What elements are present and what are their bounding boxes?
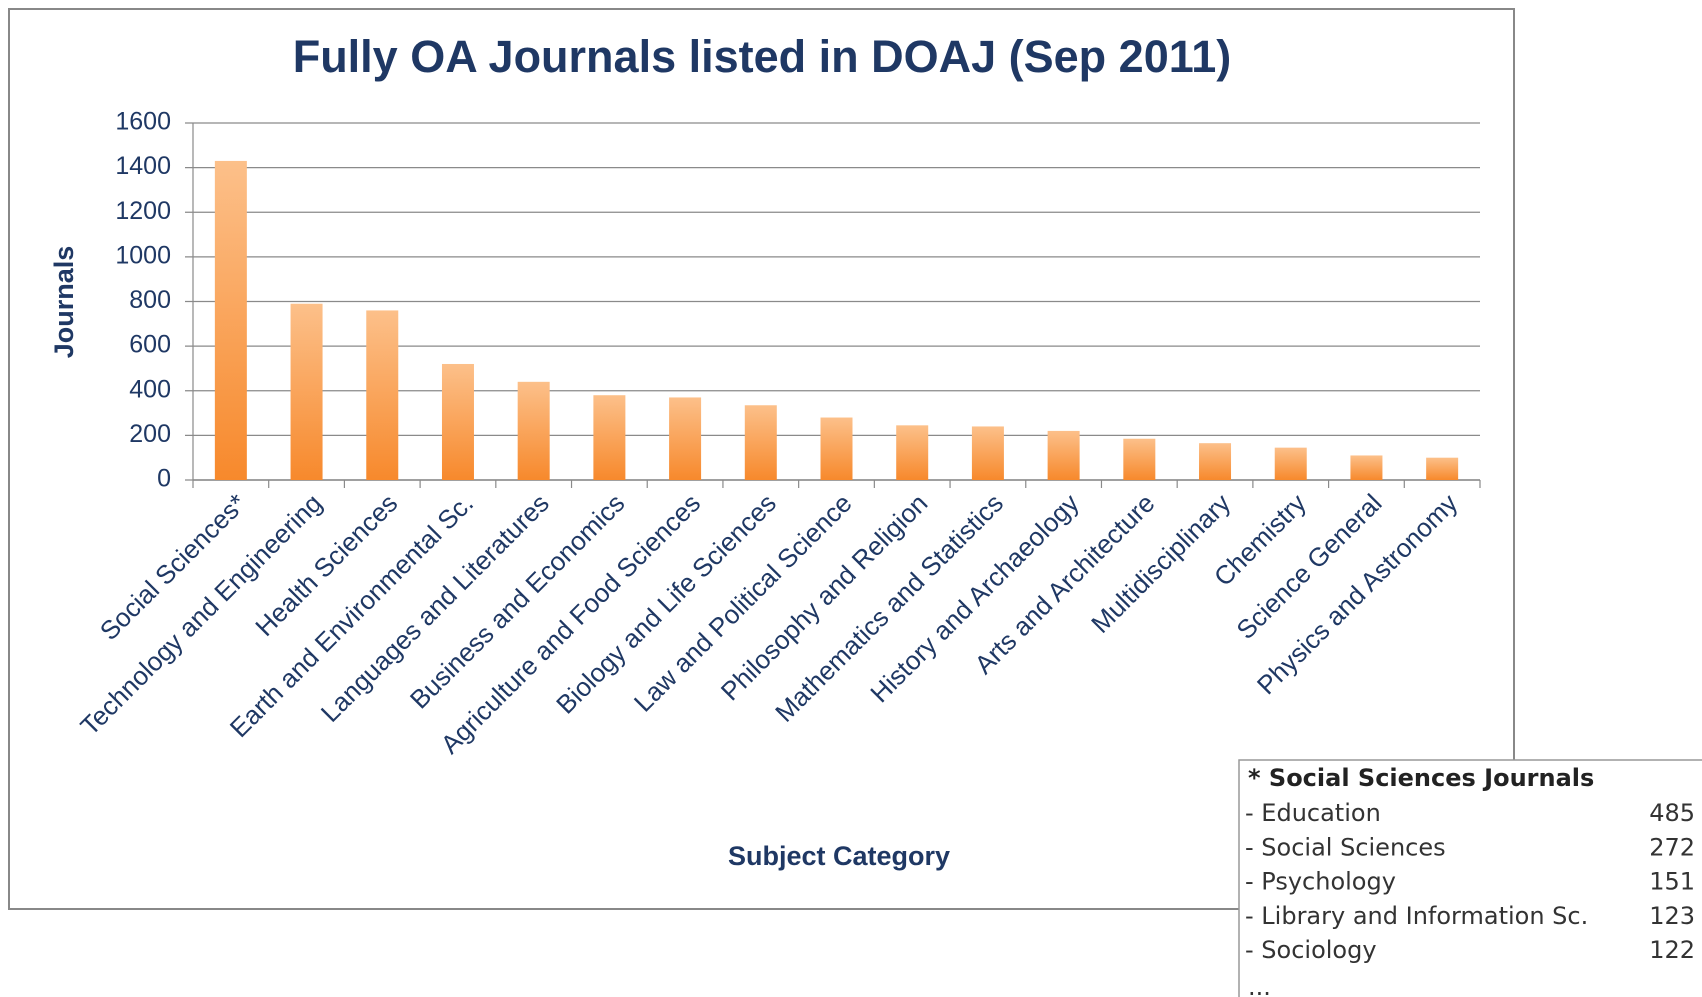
bar [1274,447,1307,480]
bar [290,303,323,480]
inset-label: - Sociology [1245,936,1377,964]
inset-count: 272 [1649,833,1695,861]
bar [1350,455,1383,480]
bar [214,160,247,480]
y-tick-label: 600 [129,331,171,359]
y-tick-label: 400 [129,375,171,403]
y-tick-label: 0 [157,465,171,493]
inset-count: 123 [1649,902,1695,930]
bar [441,363,474,480]
bar [366,310,399,480]
y-tick-label: 1400 [115,152,171,180]
inset-more: ... [1248,973,1271,997]
bar [1199,443,1232,480]
bar [1426,457,1459,480]
inset-title: * Social Sciences Journals [1248,764,1594,792]
inset-label: - Library and Information Sc. [1245,902,1588,930]
inset-label: - Education [1245,799,1381,827]
inset-label: - Psychology [1245,868,1396,896]
inset-frame [1238,759,1702,997]
inset-count: 485 [1649,799,1695,827]
y-tick-label: 1200 [115,197,171,225]
y-tick-label: 200 [129,420,171,448]
bar [593,395,626,480]
y-axis-title: Journals [49,246,79,359]
y-tick-label: 1600 [115,108,171,136]
x-axis-title: Subject Category [728,841,950,871]
y-tick-label: 1000 [115,241,171,269]
inset-count: 122 [1649,936,1695,964]
inset-table: * Social Sciences Journals ... - Educati… [1238,759,1702,997]
bar [744,405,777,480]
bar [820,417,853,480]
bar [669,397,702,480]
inset-count: 151 [1649,868,1695,896]
bar [971,426,1004,480]
bar [1047,430,1080,480]
chart-title: Fully OA Journals listed in DOAJ (Sep 20… [293,31,1232,82]
bar [1123,438,1156,480]
bar [517,381,550,480]
inset-label: - Social Sciences [1245,833,1446,861]
bar [896,425,929,480]
y-tick-label: 800 [129,286,171,314]
